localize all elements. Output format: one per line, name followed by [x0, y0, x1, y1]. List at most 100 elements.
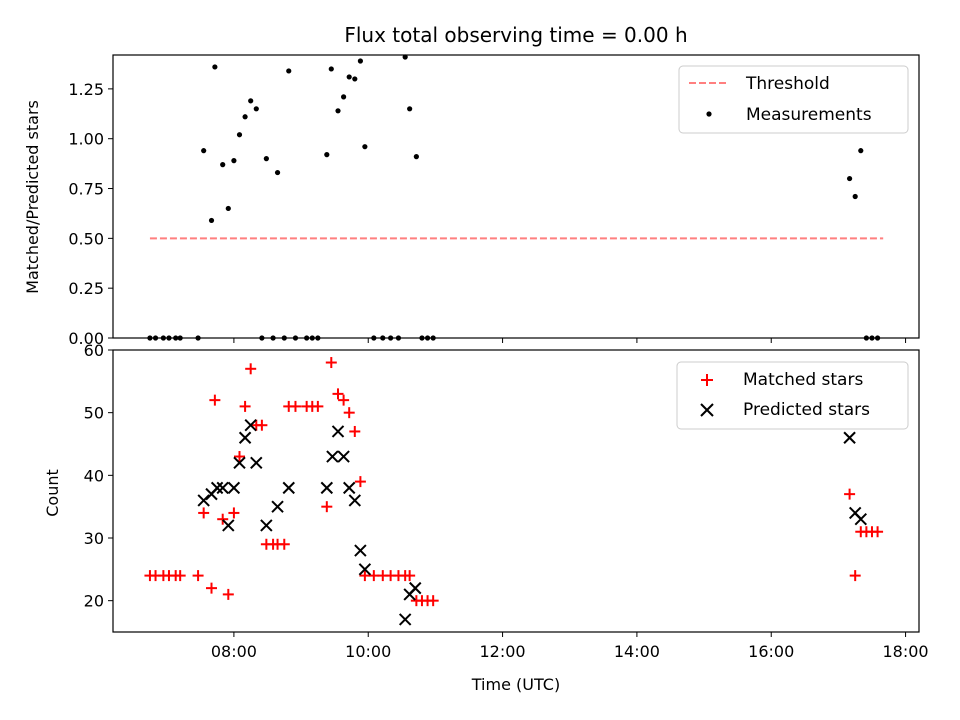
measurement-point [253, 106, 259, 112]
predicted-star-point [227, 481, 241, 495]
top-y-ticks: 0.00 0.25 0.50 0.75 1.00 1.25 [68, 80, 113, 348]
matched-star-point [222, 588, 234, 600]
measurement-point [242, 114, 248, 120]
bottom-y-tick-label: 20 [84, 592, 104, 611]
predicted-star-point [282, 481, 295, 495]
predicted-star-point [222, 519, 235, 532]
measurement-point [263, 156, 269, 162]
matched-star-point [872, 526, 884, 538]
legend-matched-label: Matched stars [743, 370, 863, 390]
measurement-point [407, 106, 413, 112]
predicted-star-point [238, 431, 252, 444]
measurement-point [231, 158, 237, 164]
predicted-star-point [244, 418, 257, 432]
predicted-star-point [854, 512, 867, 526]
predicted-star-point [337, 450, 350, 463]
predicted-star-point [210, 481, 224, 495]
bottom-x-axis-label: Time (UTC) [471, 675, 560, 694]
measurement-point [357, 58, 363, 64]
matched-star-point [338, 394, 350, 406]
matched-star-point [343, 407, 355, 419]
matched-star-point [278, 538, 290, 550]
predicted-star-point [320, 481, 334, 495]
bottom-y-tick-label: 60 [84, 341, 104, 360]
top-x-ticks [233, 338, 907, 343]
legend-predicted-swatch [700, 403, 714, 417]
measurement-point [286, 68, 292, 74]
legend-threshold-label: Threshold [745, 74, 830, 94]
legend-measurements-label: Measurements [746, 105, 872, 125]
matched-star-point [289, 400, 301, 412]
top-panel: Flux total observing time = 0.00 h Match… [23, 23, 920, 348]
bottom-y-tick-label: 30 [84, 529, 104, 548]
measurement-point [220, 162, 226, 168]
measurements-layer [147, 54, 881, 341]
bottom-legend-box [676, 361, 909, 430]
measurement-point [352, 76, 358, 82]
predicted-star-point [250, 456, 263, 470]
top-y-tick-label: 1.25 [68, 80, 104, 99]
matched-star-point [312, 400, 324, 412]
measurement-point [248, 98, 254, 104]
matched-star-point [349, 425, 361, 437]
matched-star-point [192, 570, 204, 582]
bottom-legend: Matched stars Predicted stars [676, 361, 909, 430]
legend-measurements-swatch [706, 111, 712, 117]
measurement-point [274, 169, 281, 176]
bottom-y-tick-label: 50 [84, 404, 104, 423]
predicted-star-point [342, 481, 356, 495]
matched-star-point [239, 400, 251, 412]
measurement-point [346, 74, 352, 80]
matched-star-point [233, 451, 245, 463]
matched-star-point [404, 570, 416, 582]
predicted-star-point [398, 613, 412, 626]
bottom-x-tick-label: 14:00 [614, 642, 660, 661]
bottom-plot-frame [112, 349, 920, 633]
measurement-point [225, 205, 231, 212]
predicted-star-point [233, 456, 246, 470]
predicted-star-point [358, 563, 372, 576]
measurement-point [402, 54, 408, 60]
predicted-star-point [271, 500, 284, 513]
bottom-y-ticks: 20 30 40 50 60 [84, 341, 113, 611]
top-legend-box [678, 65, 909, 134]
measurement-point [335, 108, 341, 114]
bottom-x-tick-label: 08:00 [211, 642, 257, 661]
top-legend: Threshold Measurements [678, 65, 909, 134]
measurement-point [846, 175, 853, 182]
matched-star-point [206, 582, 218, 594]
predicted-star-point [843, 431, 856, 444]
top-y-tick-label: 0.75 [68, 180, 104, 199]
measurement-point [208, 217, 215, 224]
top-y-axis-label: Matched/Predicted stars [23, 100, 42, 294]
bottom-panel: Count Time (UTC) 20 30 40 50 60 08:00 10:00 12… [43, 341, 929, 694]
predicted-star-point [216, 481, 229, 495]
top-y-tick-label: 0.50 [68, 229, 104, 248]
measurement-point [852, 193, 858, 200]
matched-star-point [321, 501, 333, 513]
matched-star-point [228, 507, 240, 519]
matched-star-point [849, 570, 861, 582]
predicted-star-point [409, 581, 422, 595]
measurement-point [858, 148, 864, 154]
bottom-x-tick-label: 12:00 [480, 642, 526, 661]
predicted-star-point [197, 494, 210, 507]
matched-star-point [245, 363, 257, 375]
bottom-x-tick-label: 10:00 [345, 642, 391, 661]
top-plot-frame [112, 54, 920, 339]
matched-star-point [174, 570, 186, 582]
matched-star-point [209, 394, 221, 406]
bottom-y-axis-label: Count [43, 469, 62, 517]
bottom-x-ticks: 08:00 10:00 12:00 14:00 16:00 18:00 [211, 632, 929, 661]
predicted-star-point [260, 519, 273, 532]
measurement-point [413, 154, 419, 160]
top-y-tick-label: 0.25 [68, 279, 104, 298]
measurement-point [212, 64, 218, 70]
matched-star-point [332, 388, 344, 400]
measurement-point [341, 94, 347, 100]
bottom-x-tick-label: 18:00 [883, 642, 929, 661]
matched-star-point [427, 595, 439, 607]
predicted-star-point [354, 544, 367, 557]
measurement-point [328, 66, 334, 72]
matched-star-point [325, 357, 337, 369]
